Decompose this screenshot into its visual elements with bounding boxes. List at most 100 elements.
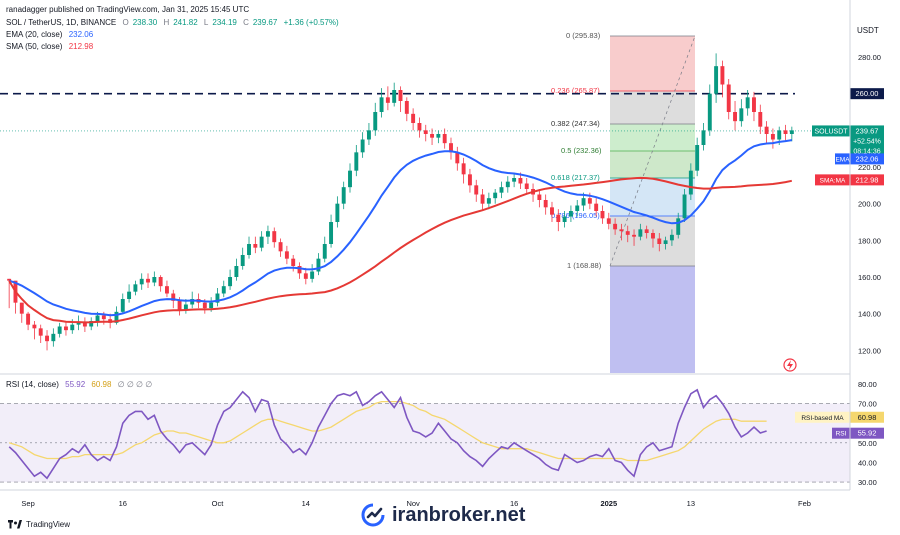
price-axis[interactable]: 120.00 140.00 160.00 180.00 200.00 220.00 280.… bbox=[858, 53, 881, 355]
sma-line[interactable] bbox=[8, 176, 793, 324]
candle-up bbox=[152, 277, 157, 283]
close-value: 239.67 bbox=[252, 18, 278, 27]
candle-up bbox=[190, 299, 195, 305]
watermark-text: iranbroker.net bbox=[392, 503, 526, 526]
candle-up bbox=[215, 293, 220, 303]
candle-up bbox=[322, 244, 327, 259]
candle-up bbox=[695, 145, 700, 171]
tradingview-logo[interactable]: TradingView bbox=[8, 520, 70, 529]
candle-down bbox=[45, 335, 49, 342]
fib-label-5: 0.5 (232.36) bbox=[561, 146, 602, 155]
fib-label-382: 0.382 (247.34) bbox=[551, 119, 600, 128]
level-tag-text: 260.00 bbox=[856, 89, 879, 98]
fib-retracement[interactable]: 0 (295.83) 0.236 (265.87) 0.382 (247.34)… bbox=[551, 31, 696, 373]
candle-up bbox=[354, 152, 359, 171]
candle-up bbox=[789, 130, 794, 134]
close-label: C bbox=[243, 18, 249, 27]
ema-legend[interactable]: EMA (20, close) 232.06 bbox=[6, 29, 97, 40]
candle-down bbox=[613, 223, 618, 230]
candle-down bbox=[253, 244, 258, 248]
sma-legend[interactable]: SMA (50, close) 212.98 bbox=[6, 41, 97, 52]
candle-down bbox=[32, 324, 37, 329]
candle-up bbox=[348, 170, 352, 188]
time-tick-label: 2025 bbox=[600, 499, 617, 508]
candle-down bbox=[284, 251, 289, 259]
rsi-ma-line[interactable] bbox=[9, 400, 767, 462]
candle-down bbox=[587, 198, 592, 204]
rsi-axis[interactable]: 30.00 40.00 50.00 70.00 80.00 bbox=[858, 380, 877, 487]
candle-up bbox=[714, 66, 719, 94]
fib-label-786: 0.786 (196.05) bbox=[551, 211, 600, 220]
time-axis[interactable]: Sep 16 Oct 14 Nov 16 2025 13 Feb bbox=[21, 499, 811, 508]
candle-down bbox=[101, 315, 106, 320]
symbol-tag bbox=[812, 125, 850, 137]
candle-up bbox=[259, 236, 264, 248]
rsi-legend[interactable]: RSI (14, close) 55.92 60.98 ∅ ∅ ∅ ∅ bbox=[6, 379, 156, 390]
rsi-tick-label: 70.00 bbox=[858, 400, 877, 409]
fib-zone-0-236 bbox=[610, 36, 695, 91]
candle-up bbox=[512, 178, 517, 182]
candle-down bbox=[303, 273, 308, 279]
candle-down bbox=[556, 214, 561, 222]
candle-down bbox=[202, 302, 207, 309]
ema-line[interactable] bbox=[8, 139, 792, 317]
rsi-tick-label: 80.00 bbox=[858, 380, 877, 389]
rsi-tick-label: 30.00 bbox=[858, 478, 877, 487]
candle-up bbox=[335, 203, 340, 222]
candle-down bbox=[550, 207, 554, 215]
ema-tag-value: 232.06 bbox=[856, 154, 879, 163]
candle-up bbox=[701, 130, 706, 145]
candle-down bbox=[467, 174, 472, 186]
rsi-legend-label: RSI (14, close) bbox=[6, 380, 59, 389]
candle-down bbox=[720, 66, 725, 85]
candle-down bbox=[146, 278, 150, 283]
candle-up bbox=[575, 205, 580, 211]
price-tick-label: 140.00 bbox=[858, 310, 881, 319]
candle-down bbox=[385, 97, 390, 103]
candle-up bbox=[505, 181, 510, 188]
time-tick-label: 13 bbox=[687, 499, 695, 508]
candle-down bbox=[455, 152, 460, 164]
candle-up bbox=[379, 97, 384, 112]
candles-group bbox=[7, 53, 794, 351]
ema-legend-value: 232.06 bbox=[68, 30, 94, 39]
candle-down bbox=[171, 293, 176, 301]
candle-up bbox=[707, 93, 712, 131]
candle-down bbox=[38, 328, 43, 336]
sma-legend-value: 212.98 bbox=[68, 42, 94, 51]
rsi-line[interactable] bbox=[8, 388, 767, 480]
candle-down bbox=[177, 300, 182, 310]
rsi-ma-tag-value: 60.98 bbox=[858, 413, 877, 422]
symbol-title[interactable]: SOL / TetherUS, 1D, BINANCE bbox=[6, 18, 117, 27]
candle-down bbox=[619, 229, 624, 232]
candle-down bbox=[404, 101, 409, 114]
rsi-legend-extra: ∅ ∅ ∅ ∅ bbox=[117, 380, 153, 389]
candle-down bbox=[644, 229, 649, 233]
candle-down bbox=[657, 238, 662, 244]
fib-label-236: 0.236 (265.87) bbox=[551, 86, 600, 95]
price-tag-countdown: 08:14:36 bbox=[853, 148, 880, 155]
price-tick-label: 180.00 bbox=[858, 236, 881, 245]
candle-down bbox=[524, 183, 529, 189]
candle-up bbox=[247, 244, 251, 255]
candle-down bbox=[26, 313, 31, 325]
candle-up bbox=[581, 198, 586, 206]
candle-up bbox=[499, 187, 504, 193]
price-tick-label: 120.00 bbox=[858, 346, 881, 355]
ema-tag-label-bg bbox=[835, 153, 850, 165]
candle-down bbox=[543, 200, 548, 208]
sma-tag-value: 212.98 bbox=[856, 175, 879, 184]
price-tag bbox=[850, 125, 884, 159]
low-label: L bbox=[203, 18, 209, 27]
sma-tag-label-bg bbox=[815, 174, 850, 186]
time-tick-label: 16 bbox=[510, 499, 518, 508]
rsi-legend-ma-value: 60.98 bbox=[91, 380, 112, 389]
candle-up bbox=[341, 187, 346, 204]
candle-down bbox=[600, 211, 605, 219]
fib-zone-extension bbox=[610, 266, 695, 373]
candle-up bbox=[688, 170, 693, 195]
lightning-icon[interactable] bbox=[783, 358, 797, 372]
candle-down bbox=[461, 163, 466, 175]
